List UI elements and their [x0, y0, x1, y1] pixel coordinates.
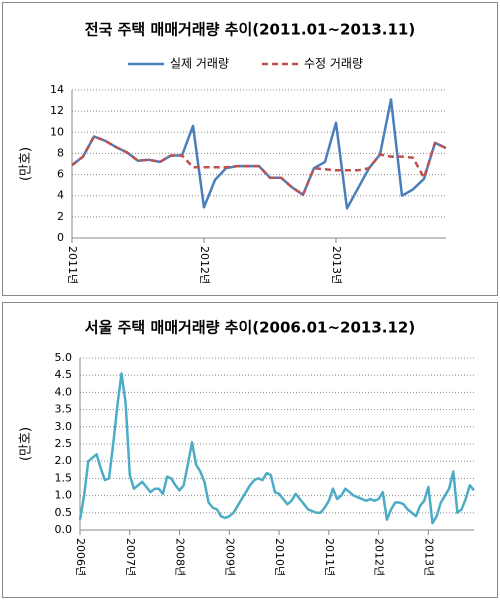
y-axis-label: (만호) [19, 427, 34, 461]
y-tick-label: 10 [50, 125, 64, 138]
legend-label: 수정 거래량 [304, 57, 363, 71]
x-tick-label: 2006년 [74, 538, 87, 576]
x-tick-label: 2008년 [174, 538, 187, 576]
x-tick-label: 2011년 [66, 246, 79, 284]
y-tick-label: 4.5 [55, 368, 73, 381]
y-tick-label: 6 [57, 168, 64, 181]
y-axis-label: (만호) [19, 147, 34, 181]
y-tick-label: 3.0 [55, 420, 73, 433]
x-tick-label: 2011년 [323, 538, 336, 576]
y-tick-label: 0.0 [55, 523, 73, 536]
y-tick-label: 14 [50, 83, 64, 96]
x-tick-label: 2012년 [373, 538, 386, 576]
panel [2, 2, 498, 296]
x-tick-label: 2009년 [223, 538, 236, 576]
panel [2, 302, 498, 598]
y-tick-label: 1.0 [55, 489, 73, 502]
y-tick-label: 2.0 [55, 454, 73, 467]
chart-title: 전국 주택 매매거래량 추이(2011.01~2013.11) [85, 21, 415, 39]
data-line [78, 372, 475, 525]
x-tick-label: 2013년 [422, 538, 435, 576]
y-tick-label: 0.5 [55, 506, 73, 519]
y-tick-label: 2.5 [55, 437, 73, 450]
y-tick-label: 4.0 [55, 385, 73, 398]
x-tick-label: 2013년 [330, 246, 343, 284]
y-tick-label: 0 [57, 231, 64, 244]
y-tick-label: 8 [57, 146, 64, 159]
x-tick-label: 2007년 [124, 538, 137, 576]
y-tick-label: 1.5 [55, 471, 73, 484]
y-tick-label: 12 [50, 104, 64, 117]
legend-label: 실제 거래량 [170, 57, 229, 71]
x-tick-label: 2012년 [198, 246, 211, 284]
y-tick-label: 5.0 [55, 351, 73, 364]
x-tick-label: 2010년 [273, 538, 286, 576]
chart-title: 서울 주택 매매거래량 추이(2006.01~2013.12) [85, 319, 415, 337]
y-tick-label: 4 [57, 189, 64, 202]
data-line [71, 135, 447, 196]
y-tick-label: 3.5 [55, 403, 73, 416]
y-tick-label: 2 [57, 210, 64, 223]
